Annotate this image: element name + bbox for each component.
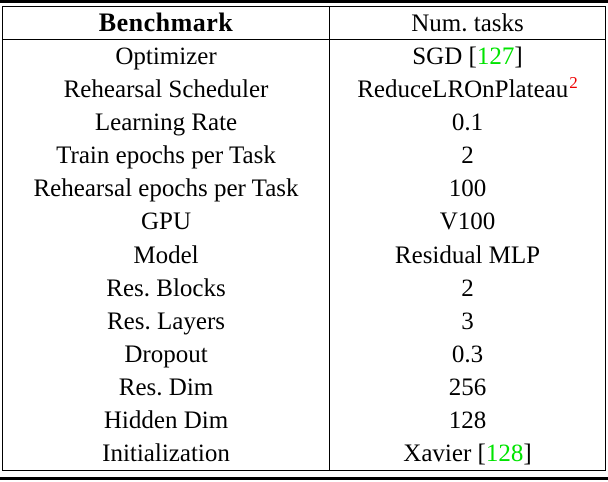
row-value: 256	[448, 373, 487, 401]
value-text: Xavier [	[403, 439, 486, 467]
citation-link[interactable]: 127	[476, 43, 515, 71]
row-label: Dropout	[124, 340, 208, 368]
row-value: Residual MLP	[394, 241, 541, 269]
row-value: 0.1	[451, 109, 484, 137]
row-label-cell: Rehearsal epochs per Task	[3, 172, 330, 206]
row-label-cell: Res. Layers	[3, 304, 330, 338]
value-text: ]	[523, 439, 532, 467]
row-label: Res. Layers	[106, 307, 226, 335]
table-row-model: Model Residual MLP	[3, 238, 605, 272]
table-row-gpu: GPU V100	[3, 205, 605, 239]
row-value: ReduceLROnPlateau2	[357, 74, 578, 104]
row-label-cell: Model	[3, 238, 330, 272]
table-row-initialization: Initialization Xavier [128]	[3, 436, 605, 471]
row-value-cell: 0.3	[330, 338, 605, 371]
row-value-cell: Residual MLP	[330, 238, 605, 271]
table-row-hidden-dim: Hidden Dim 128	[3, 403, 605, 437]
row-label-cell: Train epochs per Task	[3, 139, 330, 173]
row-value: 100	[448, 175, 487, 203]
row-label: Res. Dim	[118, 373, 214, 401]
row-value-cell: 2	[330, 272, 605, 305]
row-value-cell: V100	[330, 205, 605, 238]
value-text: ReduceLROnPlateau	[357, 76, 569, 104]
row-value-cell: ReduceLROnPlateau2	[330, 73, 605, 106]
table-row-rehearsal-epochs: Rehearsal epochs per Task 100	[3, 172, 605, 206]
table-row-rehearsal-scheduler: Rehearsal Scheduler ReduceLROnPlateau2	[3, 73, 605, 107]
table-row-learning-rate: Learning Rate 0.1	[3, 106, 605, 140]
row-value: Xavier [128]	[403, 441, 531, 466]
table-row-dropout: Dropout 0.3	[3, 337, 605, 371]
row-value-cell: SGD [127]	[330, 40, 605, 73]
footnote-link[interactable]: 2	[569, 73, 578, 93]
row-label-cell: Initialization	[3, 436, 330, 471]
row-value-cell: 256	[330, 371, 605, 404]
row-label: Rehearsal epochs per Task	[33, 175, 299, 203]
header-cell-num-tasks: Num. tasks	[330, 7, 605, 39]
row-value: V100	[439, 208, 496, 236]
table-row-res-layers: Res. Layers 3	[3, 304, 605, 338]
value-text: SGD [	[412, 43, 477, 71]
row-value: 0.3	[451, 340, 484, 368]
row-value: 2	[461, 142, 474, 170]
row-value: 128	[448, 406, 487, 434]
table-row-train-epochs: Train epochs per Task 2	[3, 139, 605, 173]
row-label: Train epochs per Task	[56, 142, 276, 170]
header-num-tasks-label: Num. tasks	[411, 9, 524, 37]
row-label-cell: Dropout	[3, 337, 330, 371]
row-value: 2	[461, 274, 474, 302]
row-label: GPU	[140, 208, 191, 236]
row-label: Initialization	[102, 439, 230, 467]
row-value-cell: Xavier [128]	[330, 437, 605, 470]
citation-link[interactable]: 128	[485, 439, 524, 467]
row-value-cell: 0.1	[330, 106, 605, 139]
header-benchmark-label: Benchmark	[98, 8, 234, 37]
row-value-cell: 128	[330, 404, 605, 437]
table-row-res-dim: Res. Dim 256	[3, 370, 605, 404]
table-row-res-blocks: Res. Blocks 2	[3, 271, 605, 305]
row-value: 3	[461, 307, 474, 335]
row-value: SGD [127]	[412, 44, 522, 69]
row-label-cell: Res. Dim	[3, 370, 330, 404]
table-row-optimizer: Optimizer SGD [127]	[3, 40, 605, 74]
row-value-cell: 100	[330, 172, 605, 205]
row-label: Optimizer	[115, 43, 217, 71]
table-header-row: Benchmark Num. tasks	[3, 7, 605, 40]
bottom-double-rule	[0, 477, 608, 480]
value-text: ]	[514, 43, 523, 71]
top-double-rule	[0, 0, 608, 3]
row-value-cell: 3	[330, 305, 605, 338]
row-value-cell: 2	[330, 139, 605, 172]
row-label-cell: GPU	[3, 205, 330, 239]
row-label-cell: Hidden Dim	[3, 403, 330, 437]
hyperparameters-table: Benchmark Num. tasks Optimizer SGD [127]…	[2, 6, 606, 471]
row-label-cell: Res. Blocks	[3, 271, 330, 305]
row-label: Rehearsal Scheduler	[63, 76, 269, 104]
header-cell-benchmark: Benchmark	[3, 7, 330, 39]
row-label: Res. Blocks	[106, 274, 226, 302]
row-label-cell: Learning Rate	[3, 106, 330, 140]
row-label: Model	[133, 241, 199, 269]
row-label: Learning Rate	[94, 109, 238, 137]
row-label: Hidden Dim	[103, 406, 229, 434]
row-label-cell: Rehearsal Scheduler	[3, 73, 330, 107]
row-label-cell: Optimizer	[3, 40, 330, 74]
